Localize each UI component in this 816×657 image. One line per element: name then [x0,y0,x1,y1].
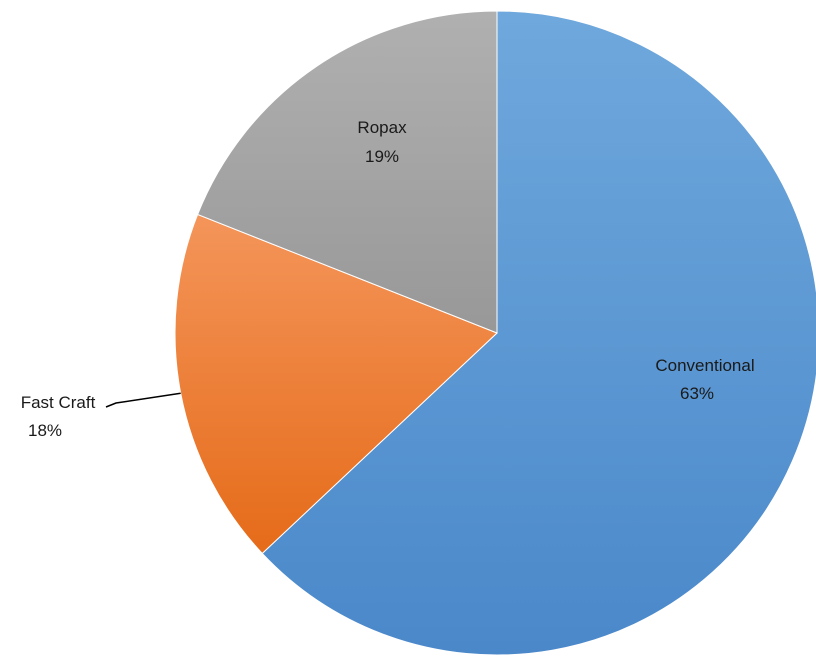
slice-labels: Conventional 63% Fast Craft 18% Ropax 19% [21,118,755,440]
slice-label-conventional: Conventional [655,356,754,375]
pie-slices [174,10,816,656]
leader-lines [105,392,181,408]
pie-slice-fast-craft [174,213,498,555]
pie-slice-ropax [196,10,498,334]
slice-label-ropax: Ropax [357,118,407,137]
slice-percent-conventional: 63% [680,384,714,403]
leader-line-fast-craft [105,392,181,408]
pie-slice-conventional [261,10,816,656]
slice-percent-ropax: 19% [365,147,399,166]
slice-label-fast-craft: Fast Craft [21,393,96,412]
slice-percent-fast-craft: 18% [28,421,62,440]
